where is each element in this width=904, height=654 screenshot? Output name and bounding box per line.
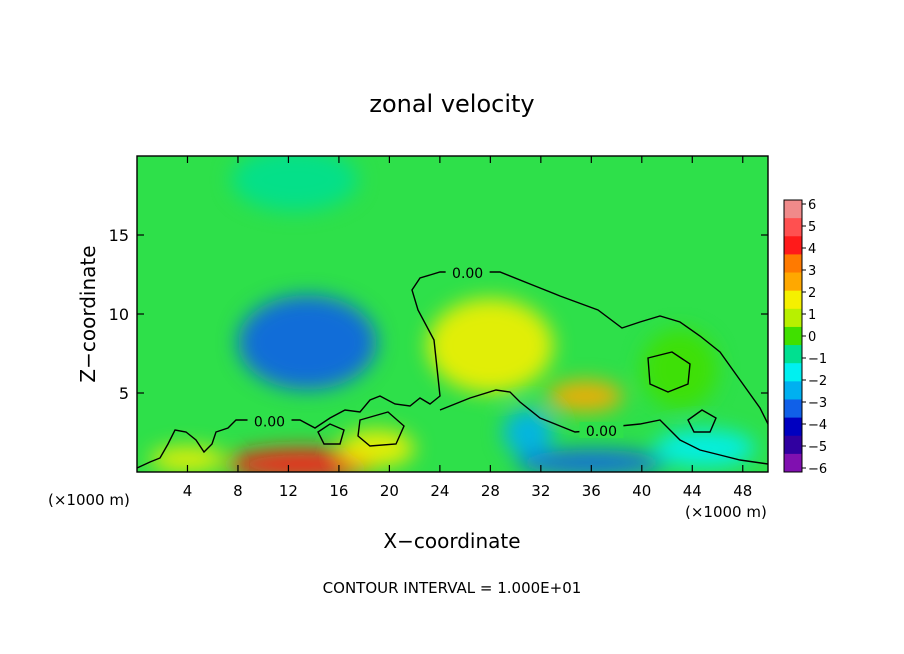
x-axis-ticks: 4 8 12 16 20 24 28 32 36 40 44 48 bbox=[183, 156, 752, 500]
plot-area: 0.00 0.00 0.00 bbox=[137, 156, 768, 472]
colorbar-swatch-14 bbox=[784, 435, 802, 455]
zero-contour-loop-3 bbox=[317, 423, 345, 445]
x-tick-label-28: 28 bbox=[481, 482, 500, 500]
colorbar-swatch-9 bbox=[784, 345, 802, 364]
colorbar-swatch-11 bbox=[784, 381, 802, 400]
colorbar-label-13: −6 bbox=[808, 462, 827, 477]
y-tick-label-5: 5 bbox=[119, 384, 129, 403]
y-axis-label: Z−coordinate bbox=[76, 245, 100, 382]
contour-label-1: 0.00 bbox=[452, 266, 483, 282]
colorbar-swatch-3 bbox=[784, 236, 802, 255]
colorbar-label-8: −1 bbox=[808, 352, 827, 367]
zero-contour-loop-4 bbox=[357, 411, 405, 447]
colorbar-label-1: 6 bbox=[808, 198, 816, 213]
chart-title: zonal velocity bbox=[369, 90, 534, 118]
velocity-blob-5 bbox=[502, 408, 554, 457]
colorbar-swatch-1 bbox=[784, 200, 802, 219]
velocity-blob-6 bbox=[515, 449, 668, 472]
colorbar-swatch-5 bbox=[784, 272, 802, 292]
colorbar-label-2: 5 bbox=[808, 220, 816, 235]
colorbar-label-12: −5 bbox=[808, 440, 827, 455]
colorbar-label-3: 4 bbox=[808, 242, 816, 257]
colorbar-swatch-10 bbox=[784, 363, 802, 382]
velocity-blob-10 bbox=[654, 429, 756, 468]
colorbar-label-6: 1 bbox=[808, 308, 816, 323]
x-tick-label-24: 24 bbox=[430, 482, 449, 500]
contour-label-bg-1 bbox=[445, 263, 490, 280]
velocity-blob-9 bbox=[338, 429, 415, 468]
x-unit-right: (×1000 m) bbox=[685, 503, 767, 521]
colorbar-swatch-8 bbox=[784, 326, 802, 346]
contour-label-bg-3 bbox=[579, 421, 624, 438]
x-tick-label-40: 40 bbox=[632, 482, 651, 500]
x-unit-left: (×1000 m) bbox=[48, 491, 130, 509]
colorbar-swatch-7 bbox=[784, 308, 802, 328]
x-axis-label: X−coordinate bbox=[383, 529, 520, 553]
velocity-blob-3 bbox=[547, 380, 623, 412]
x-tick-label-48: 48 bbox=[733, 482, 752, 500]
velocity-blob-4 bbox=[427, 298, 554, 393]
velocity-field bbox=[149, 156, 756, 472]
contour-label-bg-2 bbox=[247, 412, 292, 429]
zero-contour-loop-2 bbox=[687, 409, 717, 433]
colorbar-swatch-12 bbox=[784, 399, 802, 419]
y-axis-ticks: 5 10 15 bbox=[109, 226, 768, 403]
x-tick-label-20: 20 bbox=[380, 482, 399, 500]
colorbar-label-7: 0 bbox=[808, 330, 816, 345]
contour-interval-note: CONTOUR INTERVAL = 1.000E+01 bbox=[323, 579, 582, 597]
x-tick-label-32: 32 bbox=[531, 482, 550, 500]
x-tick-label-12: 12 bbox=[279, 482, 298, 500]
y-tick-label-15: 15 bbox=[109, 226, 129, 245]
colorbar-swatch-15 bbox=[784, 453, 802, 473]
x-tick-label-16: 16 bbox=[329, 482, 348, 500]
contour-label-2: 0.00 bbox=[254, 414, 285, 430]
colorbar-swatch-13 bbox=[784, 417, 802, 437]
colorbar-label-11: −4 bbox=[808, 418, 827, 433]
zero-contour-main bbox=[137, 271, 768, 469]
contour-labels: 0.00 0.00 0.00 bbox=[247, 263, 624, 440]
colorbar: 6 5 4 3 2 1 0 −1 −2 −3 −4 −5 −6 bbox=[783, 198, 827, 477]
contour-label-3: 0.00 bbox=[586, 424, 617, 440]
x-tick-label-44: 44 bbox=[683, 482, 702, 500]
colorbar-swatch-2 bbox=[784, 218, 802, 237]
colorbar-label-5: 2 bbox=[808, 286, 816, 301]
colorbar-swatch-6 bbox=[784, 290, 802, 310]
y-tick-label-10: 10 bbox=[109, 305, 129, 324]
x-tick-label-36: 36 bbox=[582, 482, 601, 500]
colorbar-label-9: −2 bbox=[808, 374, 827, 389]
velocity-blob-8 bbox=[149, 446, 226, 472]
velocity-blob-2 bbox=[231, 156, 358, 212]
zero-contour-loop-1 bbox=[647, 351, 691, 393]
colorbar-swatch-4 bbox=[784, 254, 802, 274]
colorbar-label-10: −3 bbox=[808, 396, 827, 411]
velocity-blob-1 bbox=[237, 295, 377, 390]
colorbar-label-4: 3 bbox=[808, 264, 816, 279]
x-tick-label-8: 8 bbox=[233, 482, 243, 500]
x-tick-label-4: 4 bbox=[183, 482, 193, 500]
